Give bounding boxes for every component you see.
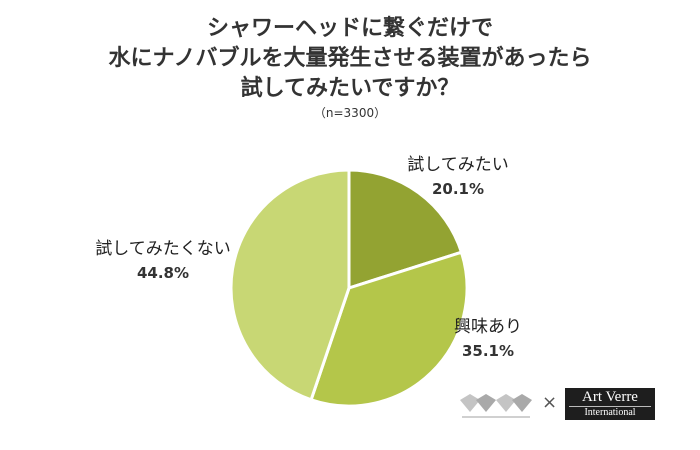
- slice-label-1: 試してみたい: [407, 155, 509, 175]
- title-line-3: 試してみたいですか？: [240, 76, 460, 101]
- slice-value-3: 44.8%: [137, 264, 189, 282]
- partner-logo-line2: International: [569, 406, 651, 419]
- pie-labels: 試してみたい 20.1% 興味あり 35.1% 試してみたくない 44.8%: [95, 155, 522, 360]
- title-line-2: 水にナノバブルを大量発生させる装置があったら: [108, 46, 592, 71]
- slice-label-2: 興味あり: [454, 317, 522, 337]
- slice-label-3: 試してみたくない: [95, 239, 231, 259]
- logo-area: × Art Verre International: [456, 388, 656, 422]
- pie-slices: [229, 168, 469, 408]
- pie-slice-3: [229, 168, 351, 402]
- pie-slice-2: [309, 250, 469, 408]
- title-line-1: シャワーヘッドに繋ぐだけで: [206, 16, 493, 41]
- times-sign: ×: [542, 392, 558, 413]
- slice-value-2: 35.1%: [462, 342, 514, 360]
- pie-slice-1: [347, 168, 464, 291]
- chart-title: シャワーヘッドに繋ぐだけで 水にナノバブルを大量発生させる装置があったら 試して…: [0, 14, 700, 122]
- art-verre-logo: Art Verre International: [565, 388, 655, 420]
- double-heart-logo-icon: [460, 394, 532, 418]
- sample-size: （n=3300）: [313, 106, 387, 120]
- slice-value-1: 20.1%: [432, 180, 484, 198]
- partner-logo-line1: Art Verre: [582, 389, 638, 405]
